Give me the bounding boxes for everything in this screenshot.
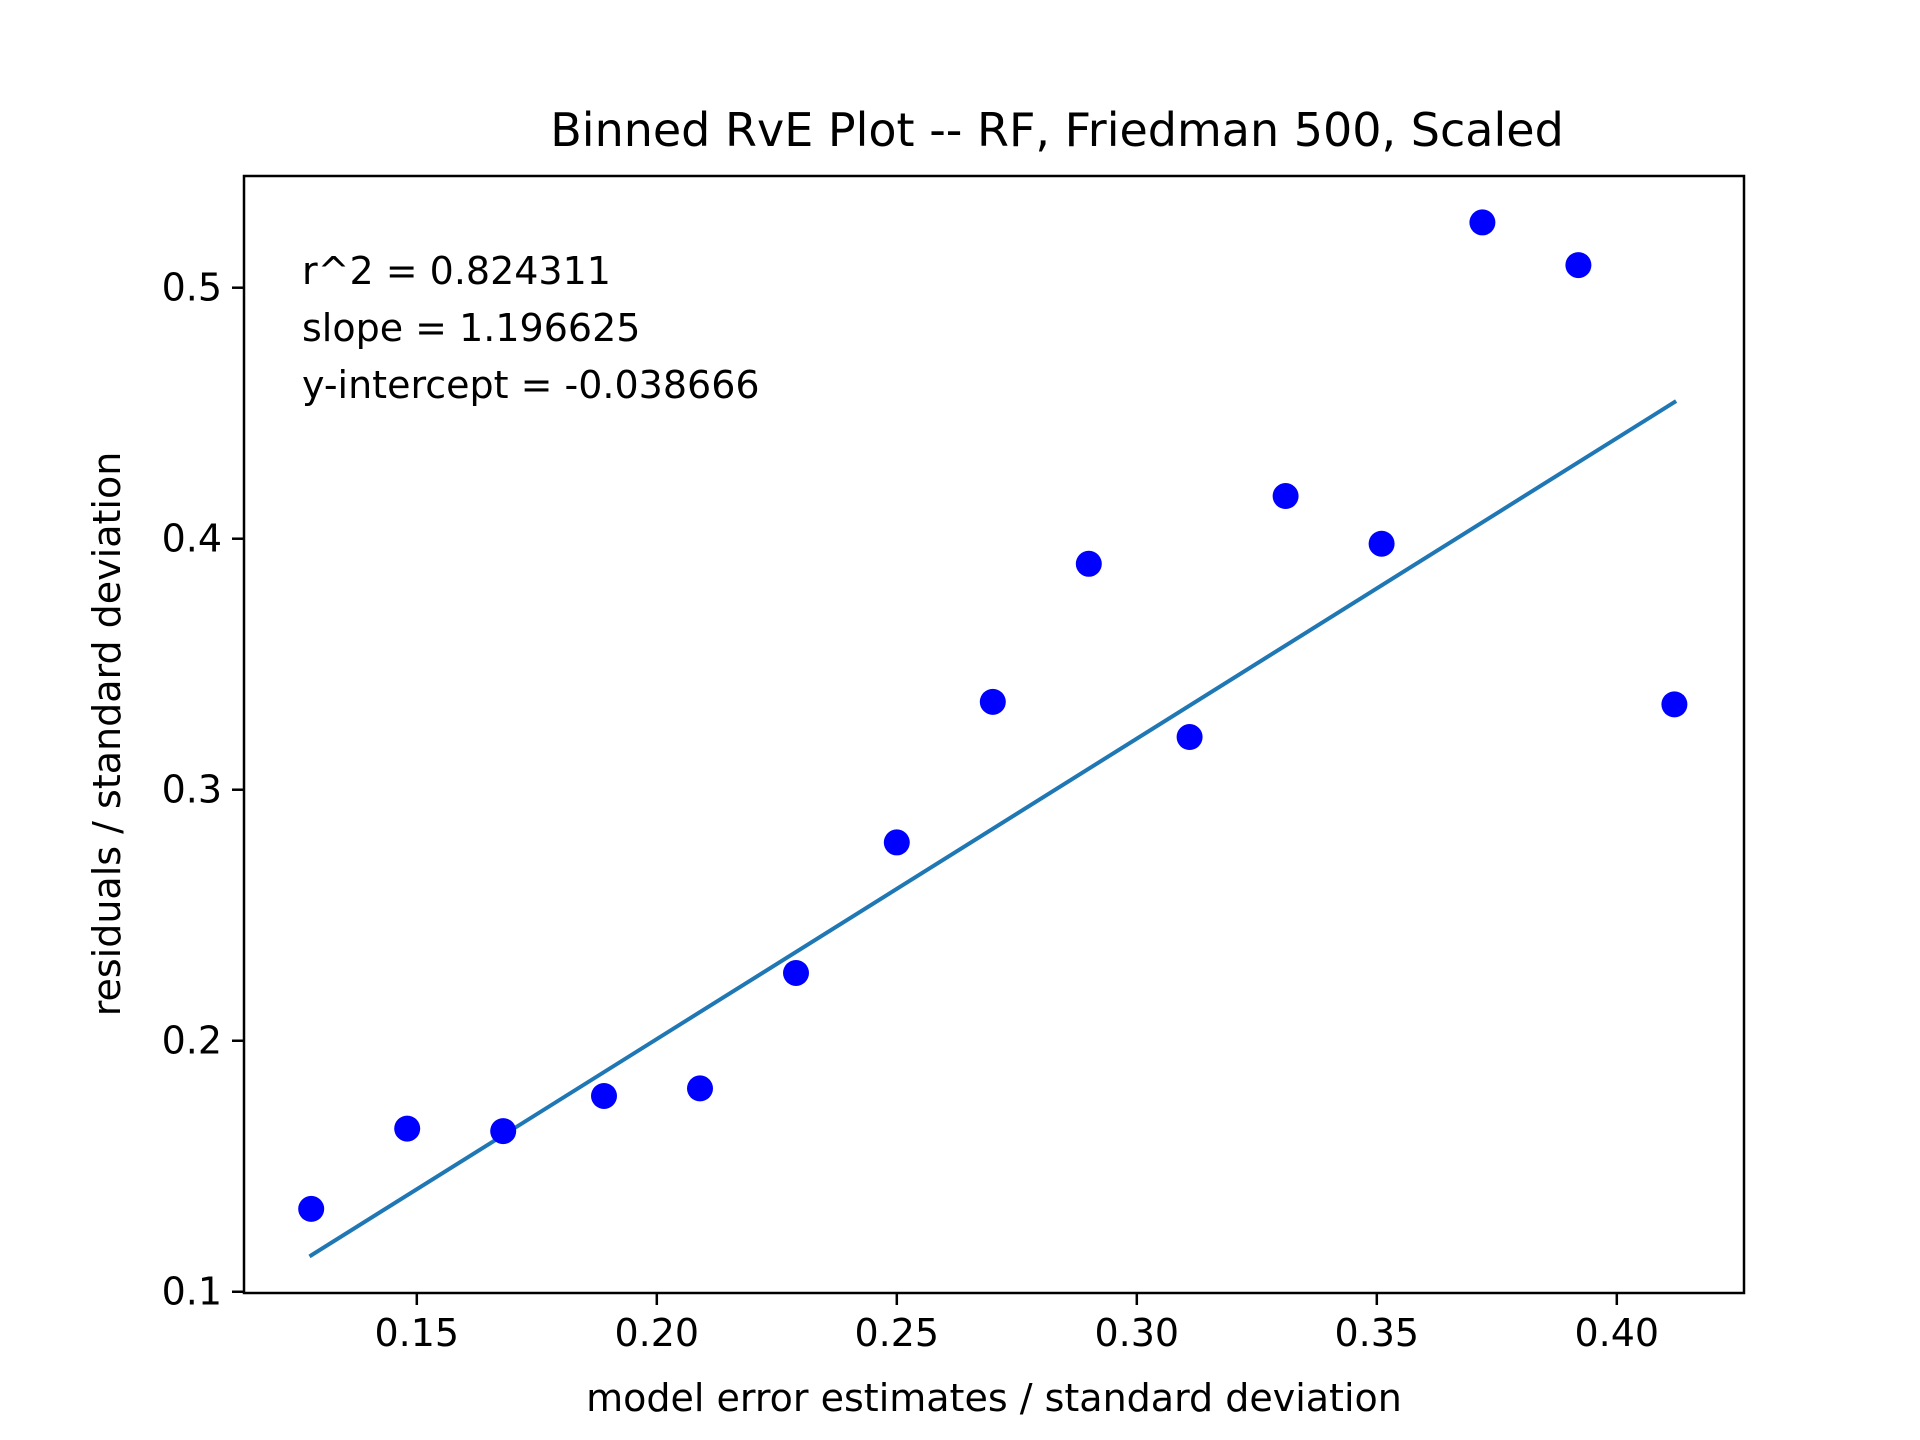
data-point <box>883 829 910 856</box>
data-point <box>394 1115 421 1142</box>
data-point <box>979 688 1006 715</box>
data-point <box>687 1075 713 1102</box>
y-tick-label: 0.3 <box>162 768 222 812</box>
chart-title: Binned RvE Plot -- RF, Friedman 500, Sca… <box>550 103 1564 157</box>
x-tick-label: 0.20 <box>614 1311 699 1355</box>
y-tick-label: 0.1 <box>162 1270 222 1314</box>
r-squared-annotation: r^2 = 0.824311 <box>302 249 611 293</box>
fit-statistics: r^2 = 0.824311 slope = 1.196625 y-interc… <box>302 249 760 407</box>
y-intercept-annotation: y-intercept = -0.038666 <box>302 363 760 407</box>
data-point <box>298 1195 325 1222</box>
data-point <box>1075 550 1102 577</box>
data-point <box>1368 530 1395 557</box>
y-tick-label: 0.5 <box>162 266 222 310</box>
y-axis-label: residuals / standard deviation <box>85 452 129 1017</box>
data-point <box>1661 691 1688 718</box>
slope-annotation: slope = 1.196625 <box>302 306 640 350</box>
data-point <box>1272 483 1299 510</box>
y-axis: 0.1 0.2 0.3 0.4 0.5 <box>162 266 244 1314</box>
data-point <box>1469 209 1496 236</box>
x-tick-label: 0.35 <box>1334 1311 1419 1355</box>
data-point <box>591 1082 617 1109</box>
x-axis-label: model error estimates / standard deviati… <box>586 1376 1402 1420</box>
plot-area <box>298 209 1688 1259</box>
data-point <box>490 1118 517 1145</box>
data-point <box>1565 252 1592 279</box>
x-tick-label: 0.15 <box>374 1311 459 1355</box>
x-tick-label: 0.40 <box>1574 1311 1659 1355</box>
axes-frame <box>242 174 1746 1295</box>
x-tick-label: 0.25 <box>854 1311 939 1355</box>
data-point <box>1176 724 1203 751</box>
y-tick-label: 0.2 <box>162 1019 222 1063</box>
x-tick-label: 0.30 <box>1094 1311 1179 1355</box>
y-tick-label: 0.4 <box>162 517 222 561</box>
data-point <box>783 959 809 986</box>
x-axis: 0.15 0.20 0.25 0.30 0.35 0.40 <box>374 1293 1659 1355</box>
fit-line <box>308 399 1678 1259</box>
